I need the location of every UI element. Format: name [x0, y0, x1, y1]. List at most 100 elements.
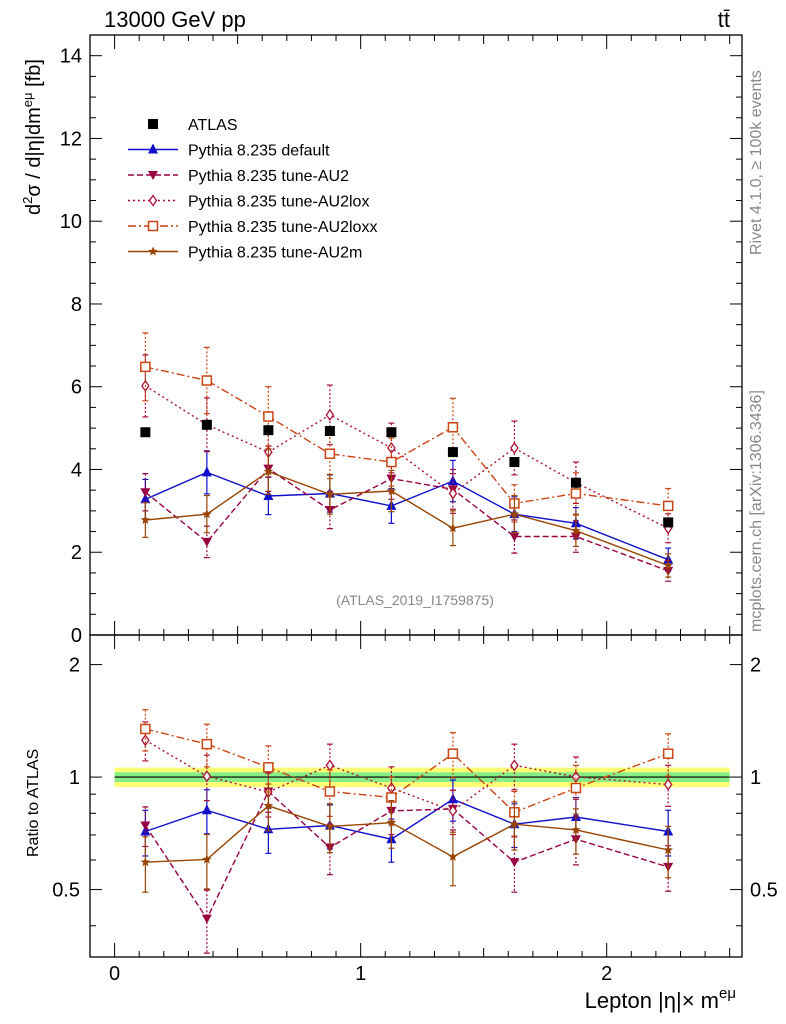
data-point [201, 375, 213, 386]
data-point [140, 427, 151, 438]
data-point [663, 560, 673, 570]
data-point [263, 762, 274, 773]
rivet-label: Rivet 4.1.0, ≥ 100k events [748, 70, 765, 255]
data-point [325, 489, 335, 499]
series-line-au2lox [145, 739, 669, 812]
series-data-main [140, 419, 674, 528]
data-point [570, 782, 582, 794]
data-point [202, 854, 212, 864]
legend-marker [147, 220, 159, 232]
x-tick-label: 0 [109, 963, 120, 985]
data-point [448, 804, 458, 818]
ratio-frame [89, 634, 743, 958]
series-line-au2m [145, 805, 669, 863]
legend-marker [148, 171, 158, 180]
data-point [510, 759, 519, 772]
data-point [509, 457, 520, 468]
data-point [386, 456, 397, 468]
data-point [386, 817, 397, 827]
data-point [448, 487, 458, 500]
data-point [571, 824, 581, 834]
ratio-y-tick-label-right: 2 [750, 655, 761, 677]
legend-marker [148, 194, 158, 207]
y-tick-label: 0 [71, 625, 82, 647]
data-point [570, 477, 581, 488]
svg-text:d2σ / d|η|dmeμ [fb]: d2σ / d|η|dmeμ [fb] [20, 59, 45, 215]
data-point [447, 475, 458, 486]
data-point [263, 466, 274, 476]
x-tick-label: 2 [601, 963, 612, 985]
ratio-ylabel: Ratio to ATLAS [25, 749, 42, 857]
y-tick-label: 8 [71, 294, 82, 316]
data-point [662, 748, 674, 759]
data-point [201, 738, 213, 750]
legend-marker [148, 119, 158, 129]
series-line-au2m [145, 470, 669, 567]
ratio-y-tick-label: 0.5 [52, 880, 80, 902]
data-point [571, 525, 581, 535]
series-line-au2lox [145, 385, 669, 529]
data-point [263, 489, 274, 500]
data-point [201, 466, 212, 477]
data-point [570, 488, 582, 499]
data-point [663, 517, 674, 528]
legend-marker [148, 143, 158, 154]
data-point [140, 825, 151, 836]
series-au2lox-main [141, 354, 673, 544]
main-ylabel: d2σ / d|η|dmeμ [fb] [20, 59, 45, 215]
data-point [662, 500, 674, 512]
x-tick-label: 1 [355, 963, 366, 985]
legend-item-default: Pythia 8.235 default [128, 143, 330, 160]
data-point [386, 427, 397, 438]
data-point [140, 821, 151, 831]
data-point [325, 821, 335, 831]
data-point [663, 845, 673, 855]
watermark: (ATLAS_2019_I1759875) [336, 592, 494, 608]
series-default-main [140, 450, 674, 572]
series-au2-main [140, 445, 674, 582]
data-point [325, 408, 335, 421]
data-point [509, 509, 520, 519]
data-point [202, 509, 212, 519]
legend-label: Pythia 8.235 tune-AU2lox [188, 194, 369, 211]
data-point [447, 422, 459, 433]
series-au2m-main [140, 448, 673, 578]
data-point [263, 411, 274, 422]
mcplots-label: mcplots.cern.ch [arXiv:1306.3436] [748, 390, 765, 632]
data-point [201, 914, 212, 924]
data-point [263, 425, 274, 436]
y-tick-label: 10 [60, 211, 82, 233]
series-default-ratio [140, 779, 674, 863]
data-point [509, 532, 520, 542]
ratio-y-tick-label-right: 1 [750, 767, 761, 789]
y-tick-label: 12 [60, 128, 82, 150]
data-point [448, 851, 458, 861]
legend-label: Pythia 8.235 default [188, 143, 330, 160]
data-point [324, 426, 335, 436]
data-point [509, 858, 520, 868]
data-point [141, 734, 150, 747]
data-point [202, 770, 212, 783]
data-point [140, 723, 151, 735]
legend-item-au2loxx: Pythia 8.235 tune-AU2loxx [128, 219, 377, 236]
ratio-y-tick-label-right: 0.5 [750, 880, 778, 902]
data-point [509, 819, 520, 829]
ratio-y-tick-label: 2 [69, 655, 80, 677]
data-point [447, 748, 459, 759]
data-point [140, 361, 151, 373]
series-au2m-ratio [140, 783, 673, 893]
legend-label: Pythia 8.235 tune-AU2loxx [188, 219, 377, 236]
y-tick-label: 14 [60, 46, 82, 68]
series-au2loxx-main [140, 332, 674, 524]
energy-label: 13000 GeV pp [104, 7, 246, 32]
series-line-au2loxx [145, 366, 669, 507]
series-line-au2 [144, 467, 669, 572]
legend-label: Pythia 8.235 tune-AU2m [188, 245, 362, 262]
data-point [324, 786, 336, 797]
data-point [386, 486, 397, 495]
y-tick-label: 4 [71, 459, 82, 481]
legend-item-au2: Pythia 8.235 tune-AU2 [128, 168, 349, 185]
data-point [448, 523, 458, 533]
legend-marker [148, 246, 158, 256]
